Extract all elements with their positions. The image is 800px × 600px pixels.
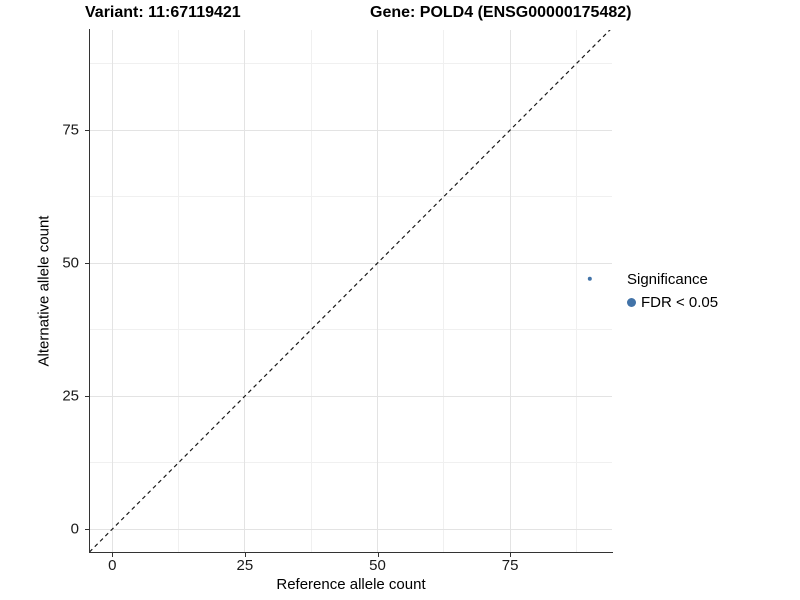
y-tick-label: 50 [62, 254, 79, 272]
y-tick-label: 75 [62, 121, 79, 139]
y-tick-label: 25 [62, 387, 79, 405]
minor-gridline-y [90, 462, 612, 464]
x-tick [244, 553, 246, 557]
x-tick [377, 553, 379, 557]
legend-point-swatch [627, 298, 636, 307]
x-tick [510, 553, 512, 557]
minor-gridline-y [90, 196, 612, 198]
minor-gridline-y [90, 329, 612, 331]
plot-title-gene: Gene: POLD4 (ENSG00000175482) [370, 4, 632, 21]
legend: Significance FDR < 0.05 [627, 271, 718, 311]
minor-gridline-x [575, 30, 577, 552]
plot-panel [90, 30, 612, 552]
major-gridline-y [90, 528, 612, 530]
y-tick-label: 0 [70, 520, 79, 538]
x-axis-label: Reference allele count [276, 576, 426, 593]
x-tick-label: 50 [369, 557, 386, 574]
x-tick-label: 0 [108, 557, 117, 574]
identity-line [90, 30, 611, 552]
major-gridline-x [244, 30, 246, 552]
x-axis-line [89, 552, 613, 553]
y-axis-line [89, 29, 90, 553]
plot-title-variant: Variant: 11:67119421 [85, 4, 241, 21]
major-gridline-x [377, 30, 379, 552]
x-tick-label: 75 [501, 557, 519, 574]
minor-gridline-x [178, 30, 180, 552]
minor-gridline-x [310, 30, 312, 552]
y-tick [85, 130, 89, 132]
major-gridline-x [111, 30, 113, 552]
y-tick [85, 396, 89, 398]
y-tick [85, 263, 89, 265]
x-tick-label: 25 [236, 557, 254, 574]
y-axis-label: Alternative allele count [35, 215, 53, 367]
minor-gridline-x [443, 30, 445, 552]
major-gridline-y [90, 262, 612, 264]
legend-item: FDR < 0.05 [627, 294, 718, 311]
major-gridline-x [509, 30, 511, 552]
data-point [587, 276, 592, 282]
minor-gridline-y [90, 63, 612, 65]
x-tick [112, 553, 114, 557]
major-gridline-y [90, 395, 612, 397]
legend-item-label: FDR < 0.05 [641, 294, 719, 311]
legend-title: Significance [627, 271, 708, 288]
y-tick [85, 529, 89, 531]
major-gridline-y [90, 129, 612, 131]
